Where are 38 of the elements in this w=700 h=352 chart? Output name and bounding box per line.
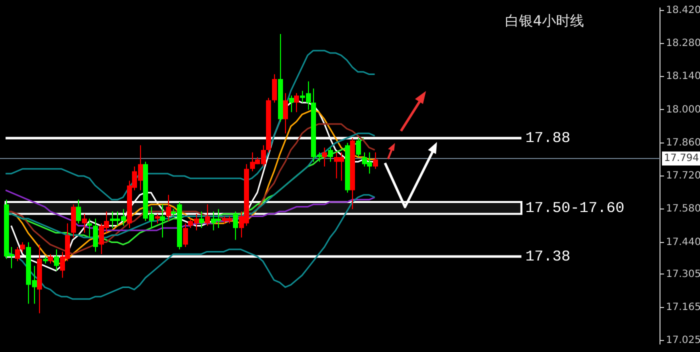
candlestick <box>373 152 378 170</box>
text: 白银4小时线 <box>505 14 584 30</box>
candlestick <box>289 95 294 113</box>
y-tick-label: 17.580 <box>666 204 700 215</box>
candlestick <box>183 222 188 248</box>
candlestick <box>155 213 160 224</box>
ref-line-label: 17.38 <box>525 248 570 266</box>
candlestick <box>272 74 277 104</box>
candlestick <box>15 246 20 262</box>
ref-line-label: 17.88 <box>525 130 570 148</box>
candlestick <box>20 242 25 252</box>
y-tick-label: 17.720 <box>666 170 700 182</box>
candlestick <box>76 199 81 224</box>
candlestick <box>328 147 333 162</box>
candlestick <box>233 210 238 240</box>
y-tick-label: 17.305 <box>666 268 700 280</box>
candlestick <box>82 213 87 234</box>
candlestick <box>283 92 288 134</box>
candlestick <box>93 218 98 252</box>
candlestick <box>294 92 299 113</box>
y-tick-label: 17.440 <box>666 236 700 248</box>
y-tick-label: 18.000 <box>666 104 700 116</box>
y-tick-label: 17.860 <box>666 137 700 148</box>
candlestick <box>48 254 53 264</box>
y-tick-label: 18.140 <box>666 71 700 82</box>
band-label: 17.50-17.60 <box>525 200 624 217</box>
candlestick <box>54 248 59 272</box>
candlestick <box>166 194 171 222</box>
candlestick <box>199 210 204 229</box>
y-tick-label: 17.165 <box>666 302 700 313</box>
candlestick <box>356 138 361 158</box>
ref-line-label: 17.794 <box>664 153 699 164</box>
y-tick-label: 18.280 <box>666 38 700 50</box>
candlestick <box>322 147 327 168</box>
y-tick-label: 18.420 <box>666 4 700 16</box>
y-tick-label: 17.025 <box>666 335 700 346</box>
candlestick <box>205 204 210 226</box>
candlestick <box>160 204 165 238</box>
